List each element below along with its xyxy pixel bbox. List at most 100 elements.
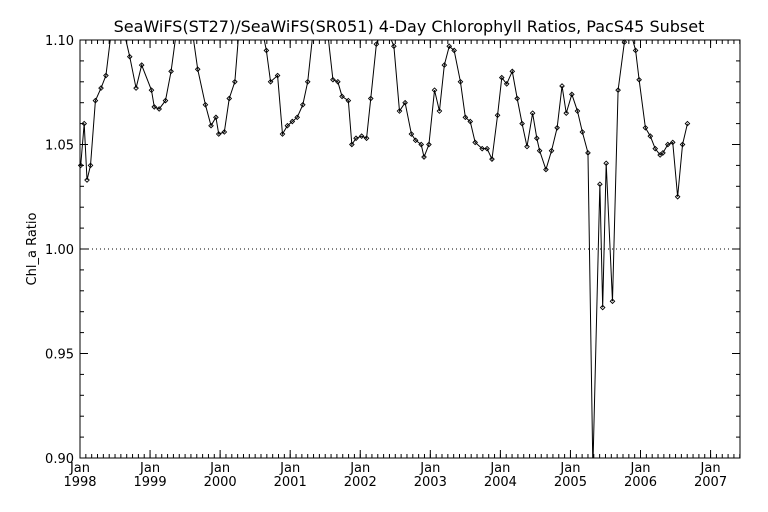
data-point-marker: [367, 95, 374, 102]
data-point-marker: [674, 193, 681, 200]
data-point-marker: [431, 87, 438, 93]
y-axis-label: Chl_a Ratio: [25, 213, 40, 286]
x-tick-month: Jan: [349, 461, 370, 476]
y-axis-ticks: 0.90 0.95 1.00 1.05 1.10: [45, 34, 740, 467]
data-point-marker: [133, 85, 139, 91]
data-point-marker: [162, 97, 169, 104]
x-tick-year: 2005: [554, 475, 587, 490]
x-tick-month: Jan: [629, 461, 650, 476]
data-point-marker: [543, 166, 549, 173]
data-point-marker: [98, 85, 104, 91]
data-point-marker: [267, 78, 274, 85]
data-point-marker: [494, 112, 501, 119]
data-point-marker: [669, 139, 676, 146]
data-point-marker: [479, 145, 486, 152]
data-series: [77, 39, 691, 458]
data-point-marker: [353, 135, 359, 142]
x-tick-month: Jan: [559, 461, 580, 476]
data-point-marker: [84, 177, 90, 183]
data-point-marker: [498, 74, 505, 81]
data-point-marker: [467, 118, 474, 125]
data-point-marker: [126, 53, 133, 60]
data-point-marker: [436, 108, 443, 114]
data-point-marker: [345, 97, 352, 104]
x-tick-month: Jan: [279, 461, 300, 476]
data-point-marker: [536, 147, 543, 154]
data-point-marker: [554, 124, 560, 131]
data-point-marker: [138, 62, 145, 68]
data-point-marker: [621, 39, 628, 45]
data-point-marker: [514, 95, 521, 102]
x-tick-year: 1999: [134, 475, 167, 490]
data-point-marker: [77, 162, 84, 169]
x-tick-year: 2001: [274, 475, 307, 490]
data-point-marker: [597, 181, 603, 188]
data-point-marker: [569, 91, 575, 98]
data-point-marker: [489, 156, 495, 162]
data-point-marker: [603, 160, 610, 167]
data-point-marker: [284, 122, 291, 129]
y-tick-label: 1.00: [45, 243, 74, 258]
y-tick-label: 1.10: [45, 34, 74, 49]
data-point-marker: [156, 106, 163, 112]
data-point-marker: [81, 120, 88, 127]
data-point-marker: [679, 141, 686, 148]
data-point-marker: [213, 114, 219, 121]
data-point-marker: [373, 41, 380, 48]
data-point-marker: [451, 47, 457, 54]
data-point-marker: [642, 124, 649, 131]
data-point-marker: [579, 129, 586, 135]
data-point-marker: [194, 66, 201, 73]
data-point-marker: [391, 43, 397, 50]
data-point-marker: [548, 147, 555, 154]
data-point-marker: [446, 43, 453, 50]
data-point-marker: [304, 78, 311, 85]
plot-frame: [79, 39, 741, 459]
data-point-marker: [418, 141, 425, 148]
data-point-marker: [232, 78, 238, 85]
data-point-marker: [660, 150, 666, 156]
data-point-marker: [408, 131, 415, 137]
data-point-marker: [529, 110, 536, 116]
data-point-marker: [202, 101, 209, 108]
data-point-marker: [349, 141, 355, 148]
data-point-marker: [426, 141, 432, 148]
y-tick-label: 0.90: [45, 452, 74, 467]
data-point-marker: [274, 72, 281, 79]
data-point-marker: [358, 133, 365, 139]
x-tick-year: 2004: [484, 475, 517, 490]
x-axis-ticks: Jan1998Jan1999Jan2000Jan2001Jan2002Jan20…: [63, 40, 741, 490]
data-point-marker: [263, 47, 270, 54]
data-point-marker: [636, 76, 642, 83]
data-point-marker: [148, 87, 155, 93]
data-point-marker: [609, 298, 616, 305]
x-tick-month: Jan: [700, 461, 721, 476]
data-point-marker: [396, 108, 403, 114]
y-tick-label: 1.05: [45, 139, 74, 154]
data-point-marker: [221, 129, 228, 135]
x-tick-month: Jan: [419, 461, 440, 476]
data-point-marker: [574, 108, 581, 114]
data-point-marker: [563, 110, 570, 116]
data-point-marker: [334, 78, 341, 85]
data-point-marker: [503, 81, 510, 87]
x-tick-year: 2000: [204, 475, 237, 490]
data-point-marker: [421, 154, 427, 160]
data-point-marker: [615, 87, 621, 93]
data-point-marker: [289, 118, 296, 125]
data-point-marker: [208, 122, 214, 129]
data-point-marker: [462, 114, 469, 121]
data-point-marker: [472, 139, 478, 146]
data-point-marker: [664, 141, 671, 148]
data-point-marker: [412, 137, 419, 144]
x-tick-year: 2002: [344, 475, 377, 490]
x-tick-year: 2003: [414, 475, 447, 490]
data-point-marker: [457, 78, 464, 85]
chart-title: SeaWiFS(ST27)/SeaWiFS(SR051) 4-Day Chlor…: [114, 17, 705, 36]
x-tick-year: 2006: [624, 475, 657, 490]
data-point-marker: [684, 120, 691, 127]
data-point-marker: [524, 143, 530, 150]
x-tick-month: Jan: [139, 461, 160, 476]
data-point-marker: [559, 83, 565, 89]
